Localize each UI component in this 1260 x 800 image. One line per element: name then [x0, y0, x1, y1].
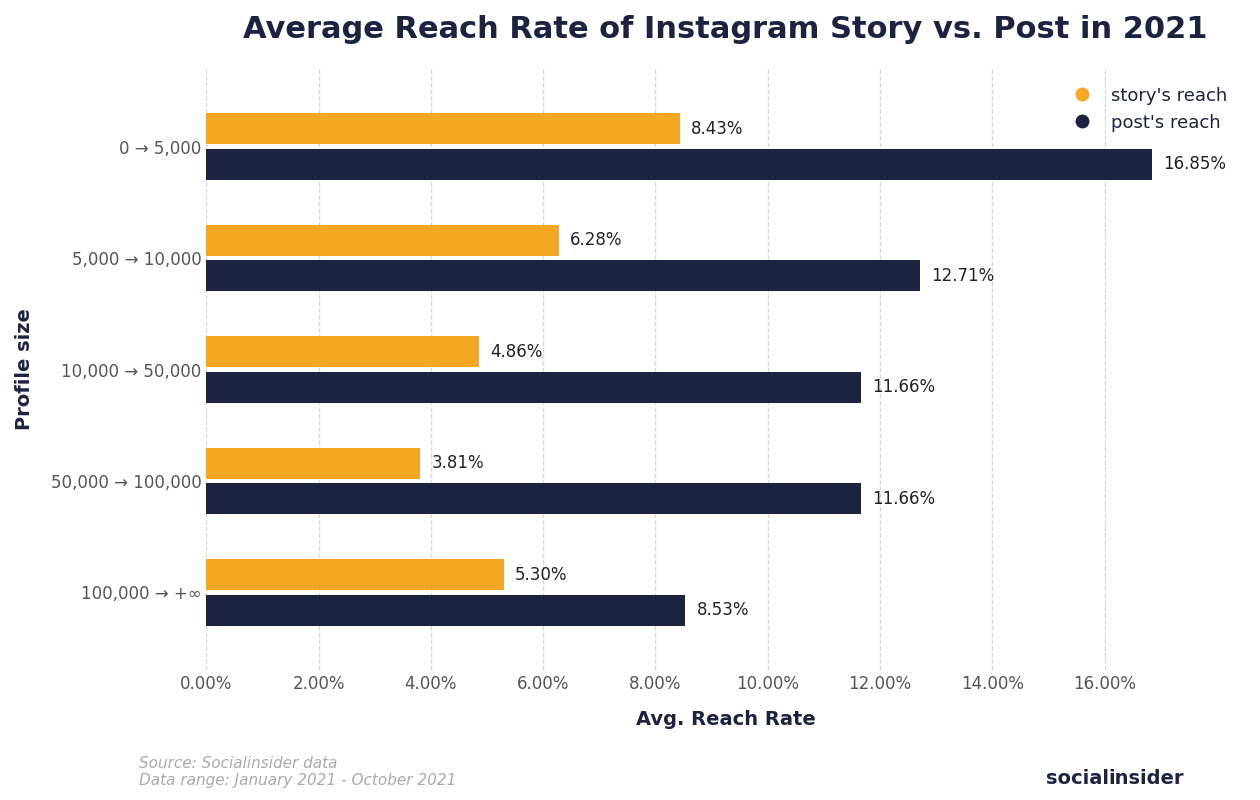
Bar — [207, 483, 861, 514]
X-axis label: Avg. Reach Rate: Avg. Reach Rate — [636, 710, 815, 729]
Bar — [207, 113, 679, 144]
Text: 4.86%: 4.86% — [490, 342, 543, 361]
Text: Source: Socialinsider data
Data range: January 2021 - October 2021: Source: Socialinsider data Data range: J… — [139, 755, 456, 788]
Text: 16.85%: 16.85% — [1163, 155, 1226, 174]
Bar — [207, 260, 920, 291]
Bar — [207, 336, 479, 367]
Text: 6.28%: 6.28% — [570, 231, 622, 250]
Text: social: social — [1046, 769, 1109, 788]
Text: 12.71%: 12.71% — [931, 267, 994, 285]
Bar — [207, 372, 861, 403]
Text: 8.43%: 8.43% — [690, 120, 743, 138]
Text: 11.66%: 11.66% — [872, 378, 935, 396]
Bar — [207, 149, 1153, 180]
Text: 3.81%: 3.81% — [431, 454, 484, 472]
Text: insider: insider — [1109, 769, 1184, 788]
Title: Average Reach Rate of Instagram Story vs. Post in 2021: Average Reach Rate of Instagram Story vs… — [243, 15, 1208, 44]
Y-axis label: Profile size: Profile size — [15, 309, 34, 430]
Text: 11.66%: 11.66% — [872, 490, 935, 508]
Bar — [207, 447, 420, 478]
Bar — [207, 594, 685, 626]
Text: 5.30%: 5.30% — [515, 566, 567, 584]
Legend: story's reach, post's reach: story's reach, post's reach — [1055, 78, 1236, 141]
Bar — [207, 225, 559, 256]
Text: 8.53%: 8.53% — [697, 602, 748, 619]
Bar — [207, 559, 504, 590]
